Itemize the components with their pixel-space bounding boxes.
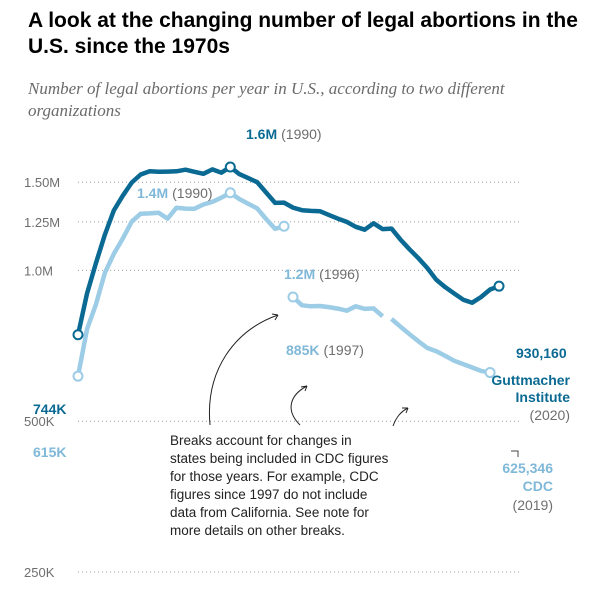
annotation-arrow-1 xyxy=(208,314,279,426)
annotation-arrowhead-1 xyxy=(271,313,279,321)
y-tick-label-1: 500K xyxy=(24,414,55,429)
cdc-peak-label: 1.4M (1990) xyxy=(137,185,213,201)
gridlines: 250K 500K 1.0M 1.25M 1.50M xyxy=(24,175,520,580)
guttmacher-name-line2: Institute xyxy=(516,389,571,405)
cdc-peak-marker xyxy=(224,187,236,199)
annotation-arrowhead-3 xyxy=(402,407,409,414)
guttmacher-end-marker xyxy=(493,280,505,292)
guttmacher-line-segment-0 xyxy=(75,164,500,336)
annotation-arrowhead-2 xyxy=(300,385,308,392)
cdc-start-label: 615K xyxy=(33,444,66,460)
cdc-line-segment-1 xyxy=(291,295,385,318)
annotation-arrow-2 xyxy=(290,385,308,426)
guttmacher-end-value: 930,160 xyxy=(516,345,567,361)
cdc-1997-marker xyxy=(287,291,299,303)
cdc-line-segment-0 xyxy=(75,190,285,377)
guttmacher-start-label: 744K xyxy=(33,401,66,417)
cdc-end-year: (2019) xyxy=(513,497,553,513)
y-tick-label-2: 1.0M xyxy=(24,263,53,278)
cdc-1996-label: 1.2M (1996) xyxy=(284,266,360,282)
cdc-end-marker xyxy=(484,367,496,379)
guttmacher-peak-marker xyxy=(224,161,236,173)
annotation-arrow-3 xyxy=(392,407,409,427)
cdc-end-connector xyxy=(511,450,519,457)
series-lines xyxy=(75,164,500,377)
guttmacher-peak-label: 1.6M (1990) xyxy=(246,126,322,142)
y-tick-label-3: 1.25M xyxy=(24,215,60,230)
cdc-line-segment-2 xyxy=(390,317,491,375)
cdc-1996-marker xyxy=(278,220,290,232)
cdc-name-label: CDC xyxy=(523,478,553,494)
chart-title: A look at the changing number of legal a… xyxy=(28,9,578,58)
y-tick-label-4: 1.50M xyxy=(24,175,60,190)
y-tick-label-0: 250K xyxy=(24,565,55,580)
annotations: 744K 1.6M (1990) 930,160 Guttmacher Insti… xyxy=(33,126,571,513)
cdc-1997-label: 885K (1997) xyxy=(286,342,364,358)
cdc-start-marker xyxy=(72,370,84,382)
series-markers xyxy=(72,161,505,382)
guttmacher-end-year: (2020) xyxy=(530,407,570,423)
guttmacher-name-line1: Guttmacher xyxy=(491,372,570,388)
chart-subtitle: Number of legal abortions per year in U.… xyxy=(28,79,505,120)
guttmacher-start-marker xyxy=(72,329,84,341)
annotation-note: Breaks account for changes in states bei… xyxy=(170,432,390,540)
cdc-end-value: 625,346 xyxy=(502,460,553,476)
